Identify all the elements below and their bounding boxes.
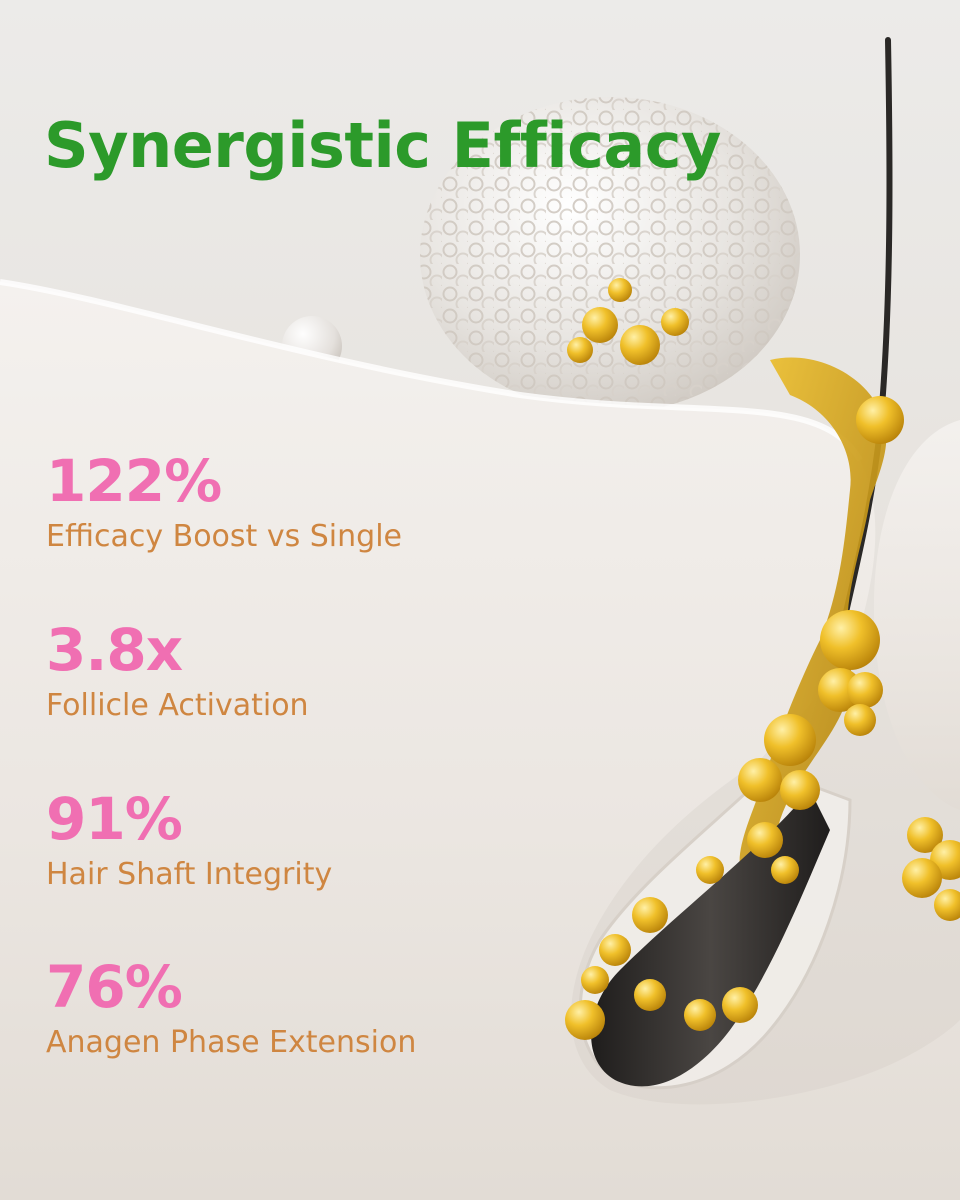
stat-label: Anagen Phase Extension: [46, 1025, 417, 1060]
stat-label: Hair Shaft Integrity: [46, 857, 333, 892]
stat-label: Follicle Activation: [46, 688, 309, 723]
stat-value: 3.8x: [46, 616, 183, 684]
lattice-sphere: [420, 97, 800, 413]
stat-value: 122%: [46, 447, 222, 515]
stat-label: Efficacy Boost vs Single: [46, 519, 402, 554]
stat-item: 122% Efficacy Boost vs Single: [46, 452, 402, 555]
stat-item: 3.8x Follicle Activation: [46, 621, 309, 724]
headline: Synergistic Efficacy: [44, 109, 721, 182]
stat-item: 76% Anagen Phase Extension: [46, 958, 416, 1061]
stat-value: 91%: [46, 785, 183, 853]
stat-item: 91% Hair Shaft Integrity: [46, 790, 332, 893]
serum-droplets: [565, 396, 960, 1040]
stat-value: 76%: [46, 953, 183, 1021]
